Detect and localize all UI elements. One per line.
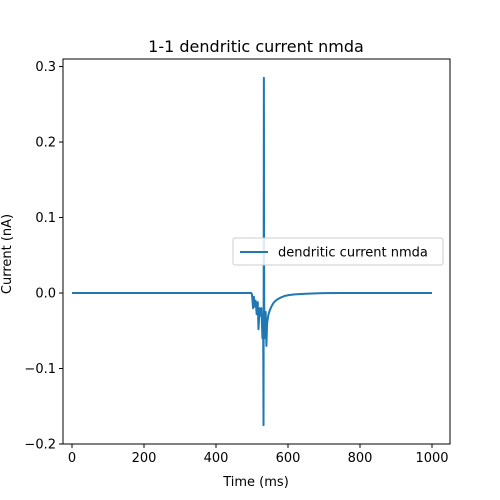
- y-tick-label: 0.1: [35, 211, 56, 226]
- legend-label: dendritic current nmda: [278, 246, 428, 261]
- series-line-0: [72, 76, 432, 427]
- axes: [62, 58, 451, 445]
- plot-frame: [62, 58, 451, 445]
- x-axis-ticks: 0 200 400 600 800 1000: [68, 444, 449, 466]
- y-axis-label: Current (nA): [0, 214, 15, 294]
- chart-title: 1-1 dendritic current nmda: [148, 37, 364, 56]
- y-tick-label: 0.2: [35, 136, 56, 151]
- y-tick-label: −0.2: [24, 438, 56, 453]
- x-axis-label: Time (ms): [222, 475, 289, 490]
- legend-box: [232, 237, 444, 266]
- x-tick-label: 0: [68, 451, 76, 466]
- y-axis-ticks: −0.2 −0.1 0.0 0.1 0.2 0.3: [24, 60, 63, 453]
- y-tick-label: −0.1: [24, 362, 56, 377]
- y-tick-label: 0.0: [35, 287, 56, 302]
- x-tick-label: 400: [204, 451, 229, 466]
- x-tick-label: 800: [348, 451, 373, 466]
- x-tick-label: 1000: [415, 451, 448, 466]
- y-tick-label: 0.3: [35, 60, 56, 75]
- series-line-group: [72, 76, 432, 427]
- legend: dendritic current nmda: [232, 237, 444, 266]
- x-tick-label: 600: [276, 451, 301, 466]
- x-tick-label: 200: [132, 451, 157, 466]
